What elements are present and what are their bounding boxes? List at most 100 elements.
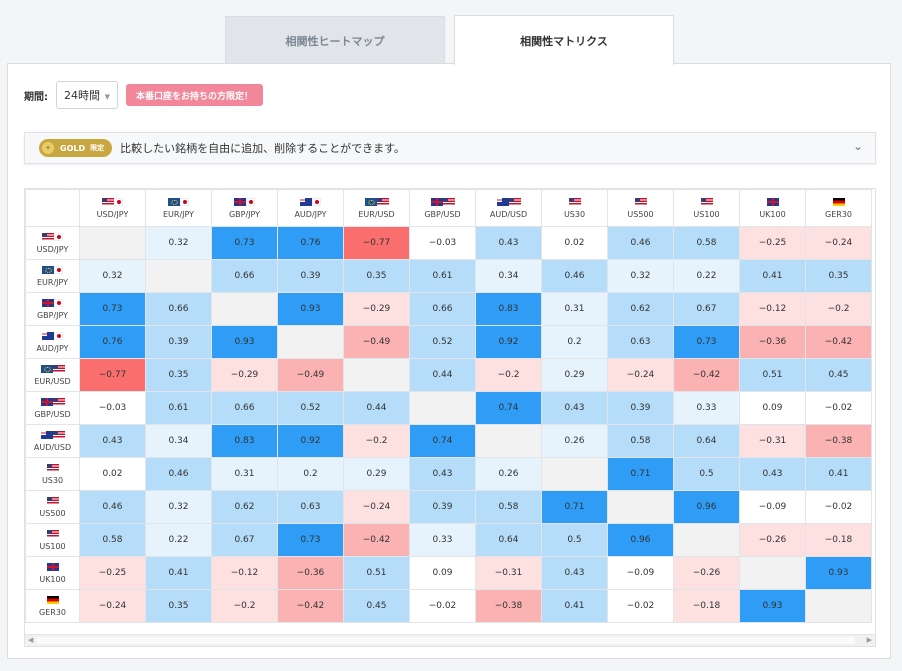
matrix-cell[interactable]: 0.43: [541, 391, 608, 425]
matrix-cell[interactable]: [145, 259, 212, 293]
matrix-cell[interactable]: 0.34: [475, 259, 542, 293]
matrix-cell[interactable]: 0.93: [805, 556, 872, 590]
matrix-cell[interactable]: 0.22: [673, 259, 740, 293]
matrix-cell[interactable]: 0.73: [277, 523, 344, 557]
matrix-cell[interactable]: 0.33: [673, 391, 740, 425]
matrix-cell[interactable]: 0.66: [211, 391, 278, 425]
matrix-cell[interactable]: 0.62: [211, 490, 278, 524]
matrix-cell[interactable]: 0.67: [211, 523, 278, 557]
matrix-cell[interactable]: 0.41: [145, 556, 212, 590]
matrix-cell[interactable]: 0.93: [211, 325, 278, 359]
matrix-cell[interactable]: [79, 226, 146, 260]
matrix-cell[interactable]: 0.71: [541, 490, 608, 524]
matrix-cell[interactable]: 0.66: [211, 259, 278, 293]
matrix-cell[interactable]: −0.31: [475, 556, 542, 590]
matrix-cell[interactable]: 0.29: [541, 358, 608, 392]
matrix-cell[interactable]: −0.49: [343, 325, 410, 359]
matrix-cell[interactable]: 0.35: [343, 259, 410, 293]
matrix-cell[interactable]: 0.46: [541, 259, 608, 293]
matrix-cell[interactable]: 0.09: [739, 391, 806, 425]
matrix-cell[interactable]: 0.43: [541, 556, 608, 590]
matrix-cell[interactable]: −0.02: [607, 589, 674, 623]
matrix-cell[interactable]: 0.35: [145, 589, 212, 623]
matrix-cell[interactable]: 0.63: [607, 325, 674, 359]
matrix-cell[interactable]: [343, 358, 410, 392]
matrix-cell[interactable]: 0.32: [145, 490, 212, 524]
matrix-cell[interactable]: −0.2: [211, 589, 278, 623]
matrix-cell[interactable]: 0.66: [145, 292, 212, 326]
matrix-cell[interactable]: −0.03: [409, 226, 476, 260]
matrix-cell[interactable]: −0.38: [475, 589, 542, 623]
matrix-cell[interactable]: [607, 490, 674, 524]
matrix-cell[interactable]: −0.36: [739, 325, 806, 359]
matrix-cell[interactable]: 0.64: [475, 523, 542, 557]
matrix-cell[interactable]: 0.26: [475, 457, 542, 491]
matrix-cell[interactable]: 0.83: [475, 292, 542, 326]
matrix-cell[interactable]: 0.39: [409, 490, 476, 524]
arrow-right-icon[interactable]: ▶: [866, 636, 872, 644]
matrix-cell[interactable]: 0.32: [145, 226, 212, 260]
matrix-cell[interactable]: 0.93: [739, 589, 806, 623]
matrix-cell[interactable]: −0.49: [277, 358, 344, 392]
matrix-cell[interactable]: 0.74: [475, 391, 542, 425]
matrix-cell[interactable]: 0.41: [739, 259, 806, 293]
matrix-cell[interactable]: 0.32: [607, 259, 674, 293]
matrix-cell[interactable]: −0.29: [343, 292, 410, 326]
matrix-cell[interactable]: 0.02: [79, 457, 146, 491]
matrix-cell[interactable]: [409, 391, 476, 425]
matrix-cell[interactable]: 0.44: [409, 358, 476, 392]
matrix-cell[interactable]: −0.24: [343, 490, 410, 524]
matrix-cell[interactable]: 0.43: [475, 226, 542, 260]
matrix-cell[interactable]: [541, 457, 608, 491]
matrix-cell[interactable]: 0.73: [211, 226, 278, 260]
matrix-cell[interactable]: 0.51: [343, 556, 410, 590]
matrix-cell[interactable]: 0.58: [673, 226, 740, 260]
matrix-cell[interactable]: 0.26: [541, 424, 608, 458]
matrix-cell[interactable]: 0.29: [343, 457, 410, 491]
matrix-cell[interactable]: 0.31: [211, 457, 278, 491]
matrix-cell[interactable]: 0.76: [79, 325, 146, 359]
matrix-cell[interactable]: 0.76: [277, 226, 344, 260]
matrix-cell[interactable]: −0.42: [805, 325, 872, 359]
matrix-cell[interactable]: 0.44: [343, 391, 410, 425]
matrix-cell[interactable]: 0.58: [475, 490, 542, 524]
matrix-cell[interactable]: 0.64: [673, 424, 740, 458]
matrix-cell[interactable]: 0.41: [805, 457, 872, 491]
matrix-cell[interactable]: −0.29: [211, 358, 278, 392]
matrix-cell[interactable]: 0.32: [79, 259, 146, 293]
matrix-cell[interactable]: 0.46: [145, 457, 212, 491]
matrix-cell[interactable]: 0.93: [277, 292, 344, 326]
matrix-cell[interactable]: 0.45: [343, 589, 410, 623]
matrix-cell[interactable]: −0.42: [277, 589, 344, 623]
matrix-cell[interactable]: −0.26: [673, 556, 740, 590]
matrix-cell[interactable]: −0.09: [739, 490, 806, 524]
matrix-cell[interactable]: −0.02: [409, 589, 476, 623]
matrix-cell[interactable]: −0.2: [343, 424, 410, 458]
matrix-cell[interactable]: 0.67: [673, 292, 740, 326]
matrix-cell[interactable]: −0.24: [805, 226, 872, 260]
scroll-thumb[interactable]: [37, 637, 855, 644]
matrix-cell[interactable]: 0.51: [739, 358, 806, 392]
horizontal-scrollbar[interactable]: ◀ ▶: [25, 634, 875, 646]
matrix-cell[interactable]: 0.43: [739, 457, 806, 491]
matrix-cell[interactable]: 0.52: [277, 391, 344, 425]
matrix-cell[interactable]: −0.25: [79, 556, 146, 590]
matrix-cell[interactable]: 0.66: [409, 292, 476, 326]
matrix-cell[interactable]: 0.34: [145, 424, 212, 458]
matrix-cell[interactable]: 0.33: [409, 523, 476, 557]
matrix-cell[interactable]: −0.02: [805, 490, 872, 524]
matrix-cell[interactable]: −0.12: [739, 292, 806, 326]
matrix-cell[interactable]: 0.83: [211, 424, 278, 458]
matrix-cell[interactable]: [805, 589, 872, 623]
matrix-cell[interactable]: −0.25: [739, 226, 806, 260]
matrix-cell[interactable]: 0.58: [607, 424, 674, 458]
matrix-cell[interactable]: −0.42: [673, 358, 740, 392]
matrix-cell[interactable]: −0.77: [79, 358, 146, 392]
matrix-cell[interactable]: 0.71: [607, 457, 674, 491]
matrix-cell[interactable]: 0.22: [145, 523, 212, 557]
matrix-cell[interactable]: −0.02: [805, 391, 872, 425]
matrix-cell[interactable]: [673, 523, 740, 557]
matrix-cell[interactable]: 0.58: [79, 523, 146, 557]
matrix-cell[interactable]: [211, 292, 278, 326]
matrix-cell[interactable]: −0.24: [79, 589, 146, 623]
